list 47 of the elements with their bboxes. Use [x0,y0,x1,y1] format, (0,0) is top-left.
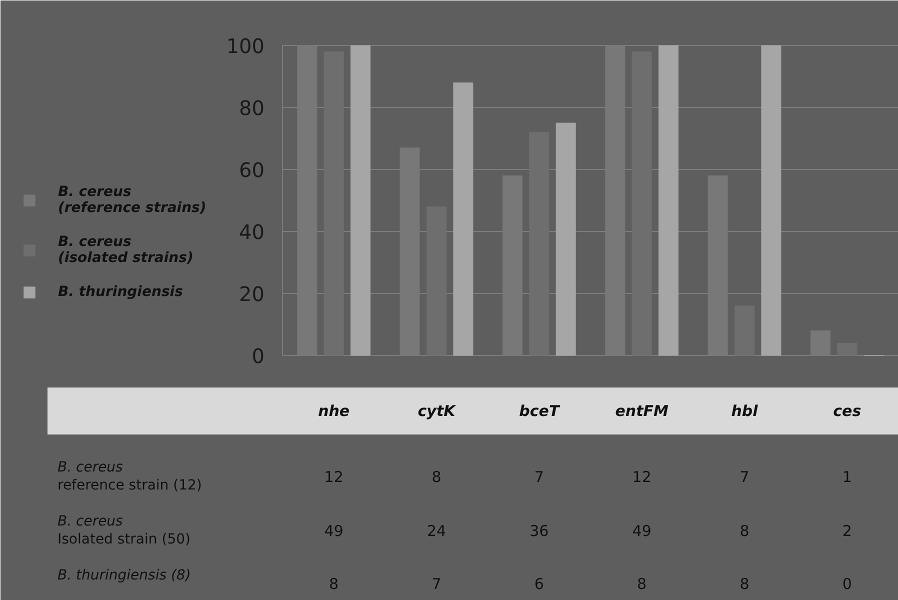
legend-label: B. cereus (reference strains) [58,184,206,216]
bar [837,342,858,356]
data-label: 49 [632,522,652,540]
data-label: 1 [842,468,852,486]
bar [324,51,344,356]
bar [529,132,550,356]
x-tick-label: nhe [318,402,350,420]
x-tick-label: entFM [615,402,669,420]
data-label: 8 [740,522,750,540]
data-label: 8 [740,575,750,593]
data-label: 7 [534,468,544,486]
y-tick-label: 40 [239,220,265,244]
bar [658,45,679,356]
y-tick-label: 100 [226,34,265,58]
y-tick-label: 60 [239,158,265,182]
data-label: 7 [432,575,442,593]
x-tick-label: bceT [519,402,561,420]
x-tick-label: cytK [418,402,457,420]
data-label: 12 [632,468,652,486]
legend-label: B. thuringiensis [58,284,183,300]
bar [453,82,474,356]
data-label: 12 [324,468,344,486]
x-tick-label: hbl [731,402,759,420]
data-label: 36 [530,522,549,540]
data-label: 8 [432,468,442,486]
bar [350,45,371,356]
data-label: 6 [534,575,544,593]
x-tick-label: ces [833,402,862,420]
data-label: 49 [324,522,344,540]
data-label: 8 [329,575,339,593]
bar [761,45,782,356]
legend-label: B. cereus (isolated strains) [58,234,194,266]
data-label: 2 [842,522,852,540]
y-tick-label: B. cereus reference strain (12) [58,460,202,494]
data-label: 8 [637,575,647,593]
y-tick-label: 80 [239,96,265,120]
data-label: 24 [426,522,446,540]
bar [556,122,576,356]
bar [734,306,755,356]
data-label: 0 [842,575,852,593]
y-tick-label: B. cereus Isolated strain (50) [58,514,190,548]
y-tick-label: B. thuringiensis (8) [58,568,191,584]
y-tick-label: 0 [252,344,265,368]
bar [426,206,447,356]
data-label: 7 [740,468,750,486]
bar [632,51,652,356]
y-tick-label: 20 [239,282,265,306]
